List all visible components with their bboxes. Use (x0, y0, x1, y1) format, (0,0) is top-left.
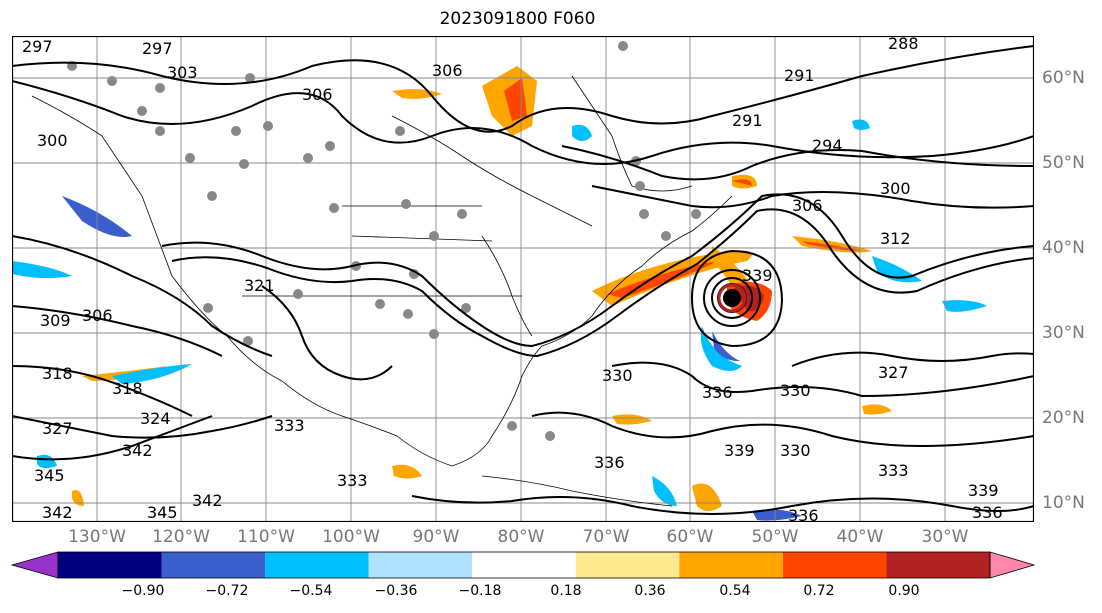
lon-label-40w: 40°W (836, 527, 884, 547)
colorbar (10, 551, 1036, 579)
contour-label: 342 (42, 503, 73, 522)
lon-label-50w: 50°W (751, 527, 799, 547)
contour-label: 345 (34, 466, 65, 485)
colorbar-segment (368, 552, 473, 578)
colorbar-tick: −0.36 (374, 583, 418, 599)
contour-label: 297 (22, 37, 53, 56)
contour-label: 294 (812, 136, 843, 155)
colorbar-tick: −0.72 (205, 583, 249, 599)
contour-label: 303 (167, 63, 198, 82)
lon-label-110w: 110°W (237, 527, 295, 547)
lon-label-30w: 30°W (921, 527, 969, 547)
contour-label: 318 (112, 379, 143, 398)
contour-label: 339 (742, 266, 773, 285)
lat-label-30n: 30°N (1042, 323, 1085, 343)
colorbar-tick: 0.36 (634, 583, 666, 599)
contour-label: 342 (122, 441, 153, 460)
lat-label-40n: 40°N (1042, 238, 1085, 258)
lon-label-80w: 80°W (497, 527, 545, 547)
colorbar-segment (472, 552, 576, 578)
contour-label-layer: 297 297 303 306 300 288 291 291 294 300 … (22, 36, 1003, 522)
contour-label: 300 (880, 179, 911, 198)
colorbar-tick: −0.54 (289, 583, 333, 599)
lon-label-60w: 60°W (666, 527, 714, 547)
colorbar-segment (575, 552, 680, 578)
lon-label-130w: 130°W (68, 527, 126, 547)
colorbar-extend-high (989, 551, 1036, 579)
contour-label: 336 (972, 503, 1003, 522)
contour-label: 291 (732, 111, 763, 130)
lon-label-100w: 100°W (322, 527, 380, 547)
contour-label: 300 (37, 131, 68, 150)
lat-label-10n: 10°N (1042, 493, 1085, 513)
contour-label: 333 (878, 461, 909, 480)
colorbar-segment (782, 552, 887, 578)
contour-label: 306 (302, 85, 333, 104)
contour-label: 312 (880, 229, 911, 248)
colorbar-tick: −0.90 (121, 583, 165, 599)
contour-label: 318 (42, 364, 73, 383)
colorbar-outline (57, 551, 991, 579)
contour-label: 327 (878, 363, 909, 382)
colorbar-tick: 0.72 (803, 583, 835, 599)
colorbar-extend-low (10, 551, 59, 579)
colorbar-tick: 0.90 (888, 583, 920, 599)
lon-label-120w: 120°W (152, 527, 210, 547)
lon-label-70w: 70°W (582, 527, 630, 547)
lat-label-20n: 20°N (1042, 408, 1085, 428)
lat-label-50n: 50°N (1042, 153, 1085, 173)
storm-center-icon (724, 290, 740, 306)
contour-label: 330 (780, 441, 811, 460)
weather-map: 297 297 303 306 300 288 291 291 294 300 … (12, 36, 1034, 522)
contour-label: 336 (788, 506, 819, 522)
contour-label: 339 (724, 441, 755, 460)
graticule (12, 36, 1034, 522)
contour-label: 336 (594, 453, 625, 472)
contour-label: 309 (40, 311, 71, 330)
colorbar-tick: 0.54 (719, 583, 751, 599)
contour-label: 333 (274, 416, 305, 435)
contour-label: 306 (432, 61, 463, 80)
map-border (12, 36, 1034, 522)
lon-label-90w: 90°W (412, 527, 460, 547)
contour-label: 327 (42, 419, 73, 438)
colorbar-segment (679, 552, 783, 578)
colorbar-tick: 0.18 (550, 583, 582, 599)
map-panel: 297 297 303 306 300 288 291 291 294 300 … (12, 36, 1034, 522)
lat-label-60n: 60°N (1042, 68, 1085, 88)
storm-ring-icon (717, 283, 747, 313)
colorbar-tick: −0.18 (458, 583, 502, 599)
colorbar-segment (58, 552, 162, 578)
contour-label: 297 (142, 39, 173, 58)
contour-label: 291 (784, 66, 815, 85)
colorbar-segment (161, 552, 266, 578)
contour-label: 339 (968, 481, 999, 500)
station-dots (67, 41, 701, 441)
colorbar-segment (265, 552, 369, 578)
contour-label: 288 (888, 36, 919, 53)
contour-label: 345 (147, 503, 178, 522)
contour-label: 333 (337, 471, 368, 490)
contour-label: 330 (602, 366, 633, 385)
contour-label: 306 (792, 196, 823, 215)
contour-label: 336 (702, 383, 733, 402)
contour-label: 324 (140, 409, 171, 428)
contour-label: 306 (82, 306, 113, 325)
colorbar-segment (886, 552, 990, 578)
contour-label: 342 (192, 491, 223, 510)
contour-label: 330 (780, 381, 811, 400)
contour-label: 321 (244, 276, 275, 295)
map-title: 2023091800 F060 (439, 9, 596, 29)
contour-lines (12, 45, 1034, 515)
